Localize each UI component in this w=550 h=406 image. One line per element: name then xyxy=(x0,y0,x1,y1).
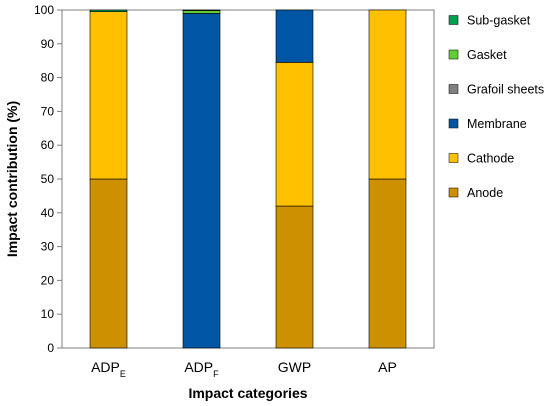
x-category-base: GWP xyxy=(278,359,311,375)
bar-adpe-sub-gasket xyxy=(89,9,128,12)
legend-label-anode: Anode xyxy=(467,186,503,200)
x-category-base: ADP xyxy=(91,359,120,375)
legend-swatch-cathode xyxy=(448,153,459,163)
bar-adpf-sub-gasket xyxy=(182,9,221,11)
bar-ap-anode xyxy=(368,178,407,349)
legend-swatch-grafoil-sheets xyxy=(448,84,459,94)
legend: Sub-gasket Gasket Grafoil sheets Membrane Ca… xyxy=(448,14,544,200)
x-category-base: AP xyxy=(378,359,397,375)
bars-group xyxy=(89,9,407,349)
y-tick-label: 60 xyxy=(41,138,55,152)
y-tick-label: 0 xyxy=(47,341,54,355)
legend-swatch-anode xyxy=(448,187,459,198)
bar-gwp-anode xyxy=(275,205,314,349)
legend-label-membrane: Membrane xyxy=(467,117,527,131)
x-axis-title: Impact categories xyxy=(188,385,307,401)
bar-gwp-membrane xyxy=(275,9,314,63)
y-tick-label: 100 xyxy=(34,3,54,17)
y-axis-ticks: 0 10 20 30 40 50 60 70 80 90 100 xyxy=(34,3,62,355)
x-category-label: GWP xyxy=(278,359,311,375)
y-axis-title: Impact contribution (%) xyxy=(4,101,20,257)
bar-adpf-membrane xyxy=(182,13,221,349)
bar-adpe-anode xyxy=(89,178,128,349)
legend-label-cathode: Cathode xyxy=(467,152,514,166)
y-tick-label: 50 xyxy=(41,172,55,186)
y-tick-label: 90 xyxy=(41,37,55,51)
legend-swatch-gasket xyxy=(448,49,459,60)
legend-label-sub-gasket: Sub-gasket xyxy=(467,14,531,28)
legend-swatch-membrane xyxy=(448,118,459,129)
x-category-subscript: E xyxy=(120,369,126,379)
x-category-label: ADPF xyxy=(184,359,219,379)
legend-swatch-sub-gasket xyxy=(448,15,459,25)
bar-adpe-cathode xyxy=(89,11,128,180)
x-axis-categories: ADPE ADPF GWP AP xyxy=(91,359,397,379)
bar-adpf-gasket xyxy=(182,10,221,14)
legend-label-gasket: Gasket xyxy=(467,48,507,62)
y-tick-label: 20 xyxy=(41,273,55,287)
bar-ap-cathode xyxy=(368,9,407,180)
x-category-base: ADP xyxy=(184,359,213,375)
x-category-label: ADPE xyxy=(91,359,126,379)
bar-gwp-cathode xyxy=(275,62,314,207)
legend-label-grafoil-sheets: Grafoil sheets xyxy=(467,83,544,97)
y-tick-label: 80 xyxy=(41,71,55,85)
x-category-subscript: F xyxy=(213,369,219,379)
y-tick-label: 30 xyxy=(41,240,55,254)
y-tick-label: 40 xyxy=(41,206,55,220)
y-tick-label: 10 xyxy=(41,307,55,321)
x-category-label: AP xyxy=(378,359,397,375)
y-tick-label: 70 xyxy=(41,104,55,118)
